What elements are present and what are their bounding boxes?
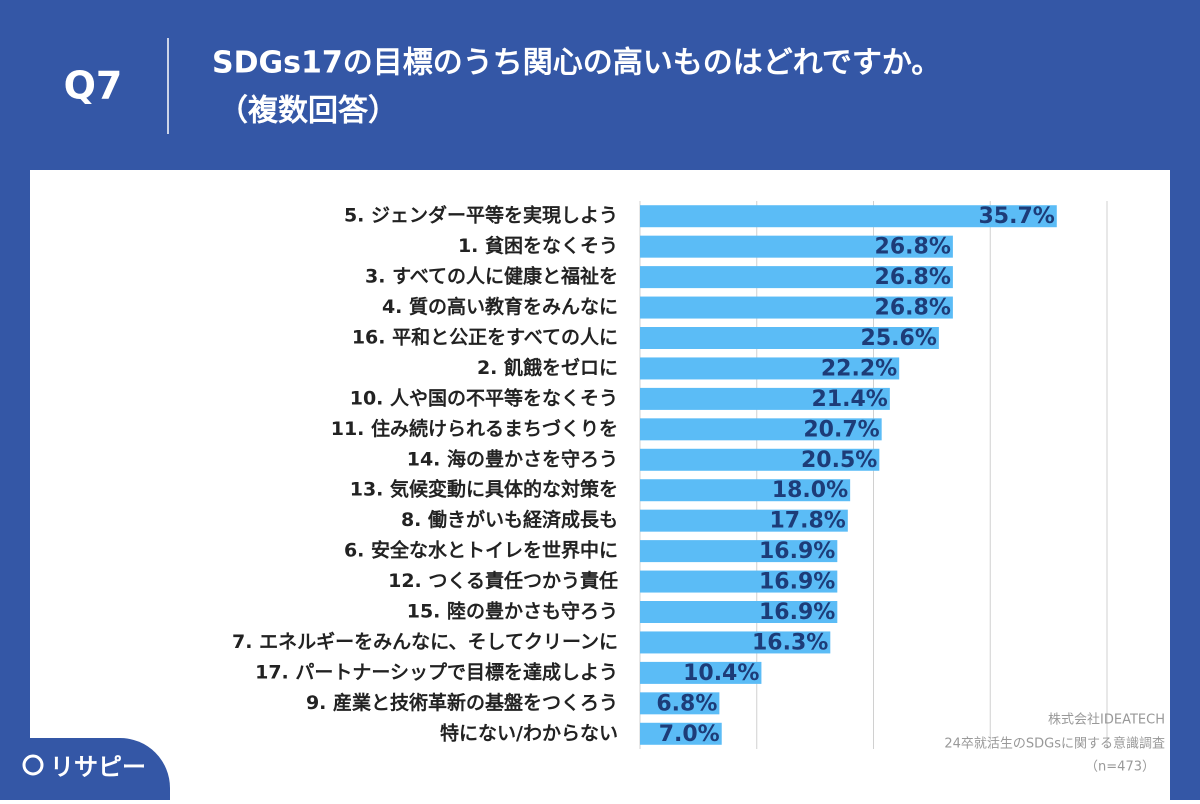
value-label: 20.5% [801, 448, 877, 473]
bar [640, 357, 900, 380]
value-label: 21.4% [812, 387, 888, 412]
value-label: 16.9% [759, 570, 835, 595]
value-label: 18.0% [772, 478, 848, 503]
category-label: 8. 働きがいも経済成長も [401, 508, 618, 531]
category-label: 17. パートナーシップで目標を達成しよう [255, 660, 618, 683]
plot: 5. ジェンダー平等を実現しよう 35.7% 1. 貧困をなくそう 26.8% 3. す… [232, 201, 1108, 749]
bar [640, 448, 880, 471]
bar [640, 296, 953, 319]
bar [640, 540, 838, 563]
bar [640, 327, 939, 349]
category-label: 3. すべての人に健康と福祉を [365, 265, 618, 288]
value-label: 6.8% [656, 691, 717, 716]
bar [640, 387, 890, 410]
category-label: 4. 質の高い教育をみんなに [382, 295, 618, 318]
panel [30, 170, 1170, 800]
category-label: 6. 安全な水とトイレを世界中に [344, 539, 618, 562]
category-label: 12. つくる責任つかう責任 [388, 569, 618, 592]
value-label: 26.8% [875, 296, 951, 321]
category-label: 2. 飢餓をゼロに [477, 356, 618, 379]
category-label: 14. 海の豊かさを守ろう [407, 447, 618, 470]
bar [640, 722, 722, 745]
footer-sample: （n=473） [1085, 760, 1155, 775]
category-label: 11. 住み続けられるまちづくりを [331, 417, 618, 440]
bar [640, 418, 882, 441]
logo-icon [22, 754, 44, 776]
bar [640, 479, 851, 502]
value-label: 20.7% [803, 417, 879, 442]
title: SDGs17の目標のうち関心の高いものはどれですか。 [212, 46, 941, 81]
bar [640, 692, 720, 715]
bar [640, 661, 762, 684]
value-label: 10.4% [683, 661, 759, 686]
value-label: 35.7% [978, 204, 1054, 229]
bar [640, 509, 848, 532]
category-label: 1. 貧困をなくそう [458, 234, 618, 257]
value-label: 16.3% [752, 630, 828, 655]
value-label: 22.2% [821, 356, 897, 381]
bar [640, 570, 838, 593]
logo: リサピー [50, 753, 146, 781]
question-number: Q7 [64, 64, 123, 108]
category-label: 9. 産業と技術革新の基盤をつくろう [306, 691, 618, 714]
category-label: 10. 人や国の不平等をなくそう [350, 386, 618, 409]
value-label: 26.8% [875, 235, 951, 260]
category-label: 13. 気候変動に具体的な対策を [350, 478, 618, 501]
category-label: 特にない/わからない [440, 722, 618, 744]
bar [640, 601, 838, 623]
bar [640, 205, 1057, 228]
footer-survey: 24卒就活生のSDGsに関する意識調査 [944, 736, 1165, 752]
bar [640, 266, 953, 289]
category-label: 16. 平和と公正をすべての人に [352, 326, 618, 349]
value-label: 25.6% [861, 326, 937, 351]
bar [640, 235, 953, 258]
value-label: 16.9% [759, 600, 835, 625]
logo-badge [0, 738, 170, 800]
value-label: 26.8% [875, 265, 951, 290]
category-label: 15. 陸の豊かさも守ろう [407, 600, 618, 623]
bar [640, 631, 831, 654]
value-label: 16.9% [759, 539, 835, 564]
value-label: 7.0% [659, 722, 720, 747]
subtitle: （複数回答） [218, 94, 398, 129]
footer-company: 株式会社IDEATECH [1048, 712, 1165, 728]
value-label: 17.8% [769, 509, 845, 534]
category-label: 7. エネルギーをみんなに、そしてクリーンに [232, 631, 618, 653]
category-label: 5. ジェンダー平等を実現しよう [344, 204, 618, 227]
